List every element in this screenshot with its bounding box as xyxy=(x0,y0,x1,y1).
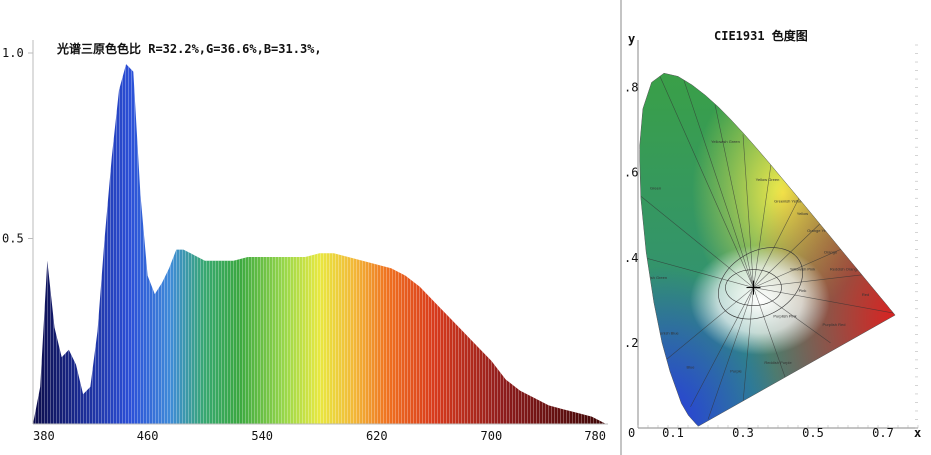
cie-gamut: Yellowish Green Green Yellow Green Greenish… xyxy=(639,73,896,426)
cie-region-labels: Yellowish Green Green Yellow Green Greenish… xyxy=(644,139,869,374)
cie-region-boundary xyxy=(690,287,754,407)
cie-region-label: Yellowish Green xyxy=(711,139,740,144)
cie-region-boundaries xyxy=(639,73,894,420)
spectrum-x-tick-label: 700 xyxy=(481,429,503,443)
cie-y-label: y xyxy=(628,32,635,46)
cie-region-boundary xyxy=(655,73,754,288)
cie-region-boundary xyxy=(753,287,786,378)
cie-region-boundary xyxy=(753,223,821,288)
cie-x-tick-label: 0 xyxy=(628,426,635,440)
spectrum-x-tick-label: 780 xyxy=(584,429,606,443)
cie-region-label: Bluish Green xyxy=(644,275,667,280)
cie-inner-boundary xyxy=(725,269,782,306)
cie-y-tick-label: .4 xyxy=(624,251,638,265)
cie-region-boundary xyxy=(753,274,863,288)
cie-region-label: Greenish Yellow xyxy=(774,198,803,203)
cie-region-label: Green xyxy=(650,186,661,191)
cie-white-point xyxy=(746,280,761,295)
spectrum-y-tick-label: 0.5 xyxy=(2,232,24,246)
spectrum-x-tick-label: 460 xyxy=(137,429,159,443)
cie-region-boundary xyxy=(753,164,772,288)
cie-region-label: Red xyxy=(862,292,869,297)
spectrum-x-tick-label: 380 xyxy=(33,429,55,443)
spectrum-chart: 380 460 540 620 700 780 0.5 1.0 光谱三原色色比 R=32.2%… xyxy=(2,40,608,443)
cie-region-label: Orange Yellow xyxy=(807,228,833,233)
cie-chart: CIE1931 色度图 y x 0 0.1 0.3 0.5 0.7 .2 .4 .6 .8 Ye… xyxy=(624,28,921,440)
cie-region-label: Orange xyxy=(824,250,838,255)
cie-axes xyxy=(637,40,919,429)
cie-region-label: Purple xyxy=(730,369,742,374)
cie-region-boundary xyxy=(644,257,754,288)
cie-region-boundary xyxy=(753,248,842,288)
cie-region-boundary xyxy=(714,104,754,288)
cie-region-boundary xyxy=(707,287,754,420)
cie-region-boundary xyxy=(683,78,754,288)
cie-x-tick-label: 0.1 xyxy=(662,426,684,440)
cie-region-label: Greenish Blue xyxy=(653,330,679,335)
cie-y-tick-label: .2 xyxy=(624,336,638,350)
cie-region-boundary xyxy=(639,193,754,288)
cie-x-tick-label: 0.7 xyxy=(872,426,894,440)
spectrum-x-tick-label: 540 xyxy=(251,429,273,443)
cie-ticks: 0 0.1 0.3 0.5 0.7 .2 .4 .6 .8 xyxy=(624,81,894,440)
spectrum-title: 光谱三原色色比 R=32.2%,G=36.6%,B=31.3%, xyxy=(56,41,322,56)
cie-x-tick-label: 0.5 xyxy=(802,426,824,440)
spectrum-stripes xyxy=(33,64,606,424)
cie-region-label: Pink xyxy=(799,288,807,293)
cie-region-label: Yellowish Pink xyxy=(790,267,815,272)
cie-region-boundary xyxy=(665,287,754,361)
cie-region-label: Blue xyxy=(686,364,695,369)
spectrum-y-tick-label: 1.0 xyxy=(2,46,24,60)
cie-region-boundary xyxy=(753,198,800,288)
cie-x-tick-label: 0.3 xyxy=(732,426,754,440)
cie-region-boundary xyxy=(742,134,754,288)
cie-title: CIE1931 色度图 xyxy=(714,28,808,43)
cie-region-boundary xyxy=(753,287,894,314)
spectrum-ticks: 380 460 540 620 700 780 0.5 1.0 xyxy=(2,46,606,443)
cie-region-boundary xyxy=(753,287,831,344)
cie-region-label: Purplish Pink xyxy=(773,313,796,318)
cie-region-label: Yellow xyxy=(797,211,809,216)
cie-y-tick-label: .8 xyxy=(624,81,638,95)
cie-region-label: Purplish Red xyxy=(823,322,846,327)
cie-region-boundary xyxy=(742,287,754,403)
cie-y-tick-label: .6 xyxy=(624,166,638,180)
spectrum-x-tick-label: 620 xyxy=(366,429,388,443)
cie-region-label: Reddish Orange xyxy=(830,267,860,272)
cie-region-label: Yellow Green xyxy=(756,177,780,182)
cie-x-label: x xyxy=(914,426,921,440)
cie-region-label: Reddish Purple xyxy=(764,360,792,365)
cie-locus-outline xyxy=(639,72,896,427)
cie-outer-boundary xyxy=(718,247,803,320)
